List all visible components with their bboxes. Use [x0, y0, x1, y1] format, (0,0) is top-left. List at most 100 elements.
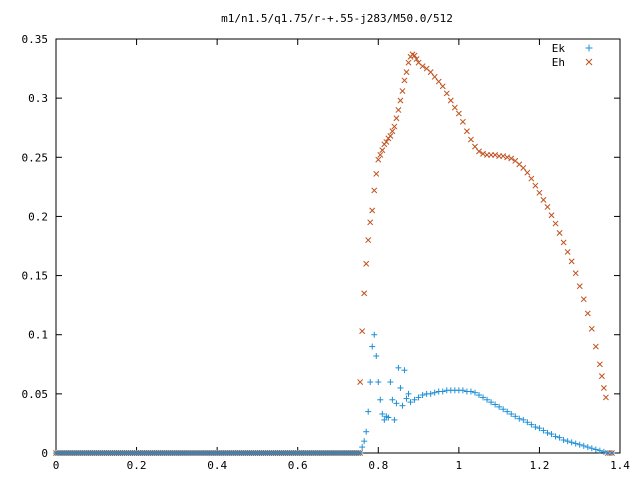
point-eh — [393, 115, 400, 122]
point-ek — [359, 444, 366, 451]
point-ek — [427, 390, 434, 397]
point-ek — [471, 389, 478, 396]
series-layer — [53, 51, 615, 456]
point-ek — [397, 384, 404, 391]
point-ek — [568, 439, 575, 446]
point-eh — [568, 258, 575, 265]
point-ek — [395, 364, 402, 371]
point-eh — [580, 296, 587, 303]
point-eh — [508, 155, 515, 162]
y-tick-label: 0.3 — [28, 92, 48, 105]
point-ek — [373, 353, 380, 360]
legend: Ek Eh — [552, 42, 593, 69]
point-ek — [540, 427, 547, 434]
point-ek — [492, 401, 499, 408]
legend-marker-eh — [585, 58, 593, 66]
point-ek — [375, 379, 382, 386]
point-ek — [556, 434, 563, 441]
point-eh — [419, 63, 426, 70]
point-eh — [536, 189, 543, 196]
point-eh — [387, 133, 394, 139]
point-eh — [371, 187, 378, 194]
point-ek — [532, 423, 539, 430]
point-eh — [596, 361, 603, 368]
point-eh — [365, 237, 372, 244]
point-eh — [363, 260, 370, 267]
point-ek — [608, 450, 615, 456]
point-ek — [459, 387, 466, 394]
point-eh — [405, 59, 412, 66]
point-eh — [447, 97, 454, 104]
chart-title: m1/n1.5/q1.75/r-+.55-j283/M50.0/512 — [221, 12, 453, 25]
point-eh — [439, 83, 446, 90]
point-eh — [361, 290, 368, 297]
point-eh — [399, 88, 406, 94]
point-ek — [389, 396, 396, 403]
point-eh — [427, 69, 434, 76]
legend-marker-ek — [585, 44, 593, 52]
point-ek — [379, 410, 386, 417]
y-tick-label: 0.05 — [22, 388, 49, 401]
point-ek — [405, 390, 412, 397]
point-ek — [357, 450, 364, 456]
point-ek — [536, 425, 543, 432]
point-eh — [544, 204, 551, 210]
x-tick-label: 0.8 — [368, 459, 388, 472]
point-eh — [411, 52, 418, 59]
point-eh — [500, 153, 507, 160]
point-eh — [560, 239, 567, 246]
x-tick-label: 0.6 — [288, 459, 308, 472]
x-tick-label: 1.2 — [529, 459, 549, 472]
y-tick-label: 0.25 — [22, 151, 49, 164]
point-ek — [564, 438, 571, 445]
point-ek — [399, 402, 406, 409]
point-ek — [560, 436, 567, 443]
point-ek — [363, 428, 370, 435]
point-eh — [492, 151, 499, 158]
point-eh — [572, 270, 579, 277]
legend-label-ek: Ek — [552, 42, 566, 55]
point-ek — [411, 396, 418, 403]
point-eh — [564, 248, 571, 255]
point-ek — [387, 379, 394, 386]
point-ek — [415, 394, 422, 401]
point-ek — [600, 448, 607, 455]
point-eh — [403, 69, 410, 76]
point-ek — [524, 419, 531, 426]
point-eh — [359, 328, 366, 335]
legend-markers — [585, 44, 593, 66]
point-eh — [524, 169, 531, 176]
point-eh — [480, 150, 486, 157]
point-eh — [476, 148, 482, 155]
series-eh — [53, 51, 615, 456]
point-ek — [512, 413, 519, 420]
point-ek — [576, 441, 583, 448]
point-ek — [584, 444, 591, 451]
point-ek — [401, 367, 408, 374]
x-tick-label: 1 — [456, 459, 463, 472]
point-eh — [588, 325, 595, 332]
point-ek — [588, 445, 595, 452]
point-eh — [504, 154, 511, 161]
point-ek — [500, 406, 507, 413]
point-eh — [576, 283, 583, 290]
point-eh — [600, 384, 607, 391]
point-eh — [548, 212, 555, 219]
point-eh — [528, 175, 535, 182]
point-eh — [383, 138, 390, 145]
point-ek — [419, 392, 426, 399]
point-eh — [443, 90, 450, 97]
point-eh — [431, 73, 438, 80]
point-ek — [488, 399, 495, 406]
point-ek — [480, 394, 487, 401]
x-tick-label: 1.4 — [610, 459, 630, 472]
point-eh — [584, 310, 591, 317]
y-tick-label: 0 — [41, 447, 48, 460]
y-tick-label: 0.2 — [28, 210, 48, 223]
point-ek — [520, 416, 527, 423]
x-tick-label: 0 — [53, 459, 60, 472]
point-ek — [407, 399, 414, 406]
point-eh — [397, 97, 404, 104]
point-eh — [435, 78, 442, 85]
